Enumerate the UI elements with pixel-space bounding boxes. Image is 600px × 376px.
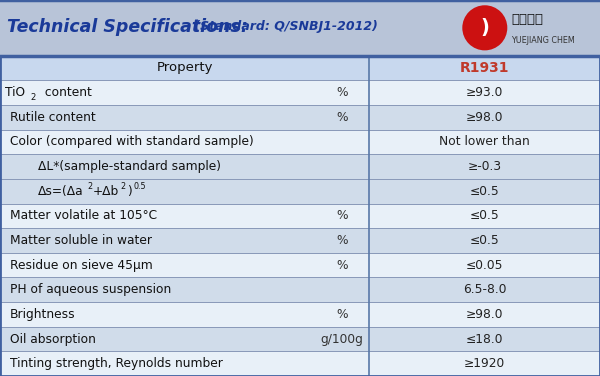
Text: content: content — [41, 86, 92, 99]
Text: %: % — [336, 259, 348, 271]
Text: ≤0.5: ≤0.5 — [470, 185, 499, 198]
Text: Rutile content: Rutile content — [10, 111, 95, 124]
Text: %: % — [336, 86, 348, 99]
Text: %: % — [336, 209, 348, 222]
Text: g/100g: g/100g — [320, 332, 364, 346]
Text: %: % — [336, 308, 348, 321]
Text: 2: 2 — [87, 182, 92, 191]
Text: ≤0.05: ≤0.05 — [466, 259, 503, 271]
Bar — [0, 80, 600, 105]
Text: 6.5-8.0: 6.5-8.0 — [463, 283, 506, 296]
Bar — [0, 105, 600, 130]
Text: 跃江化工: 跃江化工 — [511, 13, 543, 26]
Text: ≥1920: ≥1920 — [464, 357, 505, 370]
Text: Tinting strength, Reynolds number: Tinting strength, Reynolds number — [10, 357, 223, 370]
Text: 2: 2 — [31, 93, 36, 102]
Text: TiO: TiO — [5, 86, 25, 99]
Text: ≥98.0: ≥98.0 — [466, 111, 503, 124]
Text: ΔL*(sample-standard sample): ΔL*(sample-standard sample) — [38, 160, 221, 173]
Text: Technical Specifications:: Technical Specifications: — [7, 18, 248, 36]
Text: Matter volatile at 105°C: Matter volatile at 105°C — [10, 209, 157, 222]
Text: ): ) — [127, 185, 131, 198]
Text: Not lower than: Not lower than — [439, 135, 530, 149]
Bar — [0, 179, 600, 203]
Text: %: % — [336, 234, 348, 247]
Bar — [0, 253, 600, 277]
Bar — [0, 203, 600, 228]
Text: ): ) — [481, 18, 489, 37]
Text: +Δb: +Δb — [93, 185, 119, 198]
Text: Brightness: Brightness — [10, 308, 75, 321]
Bar — [0, 154, 600, 179]
Text: Color (compared with standard sample): Color (compared with standard sample) — [10, 135, 253, 149]
Text: Property: Property — [156, 61, 213, 74]
Text: YUEJIANG CHEM: YUEJIANG CHEM — [511, 36, 575, 45]
Text: 0.5: 0.5 — [134, 182, 146, 191]
Text: ≤0.5: ≤0.5 — [470, 209, 499, 222]
Text: Oil absorption: Oil absorption — [10, 332, 95, 346]
Text: ≥98.0: ≥98.0 — [466, 308, 503, 321]
Text: PH of aqueous suspension: PH of aqueous suspension — [10, 283, 171, 296]
Text: 2: 2 — [121, 182, 126, 191]
Text: ≤0.5: ≤0.5 — [470, 234, 499, 247]
Bar — [0, 302, 600, 327]
Bar — [0, 277, 600, 302]
Text: Residue on sieve 45μm: Residue on sieve 45μm — [10, 259, 152, 271]
Bar — [0, 56, 600, 80]
Text: ≤18.0: ≤18.0 — [466, 332, 503, 346]
Bar — [0, 0, 600, 56]
Text: (Standard: Q/SNBJ1-2012): (Standard: Q/SNBJ1-2012) — [190, 20, 378, 33]
Text: Δs=(Δa: Δs=(Δa — [38, 185, 83, 198]
Text: %: % — [336, 111, 348, 124]
Text: ≥93.0: ≥93.0 — [466, 86, 503, 99]
Text: ≥-0.3: ≥-0.3 — [467, 160, 502, 173]
Text: R1931: R1931 — [460, 61, 509, 75]
Ellipse shape — [463, 5, 508, 50]
Bar — [0, 130, 600, 154]
Bar — [0, 327, 600, 351]
Text: Matter soluble in water: Matter soluble in water — [10, 234, 152, 247]
Bar — [0, 351, 600, 376]
Bar — [0, 56, 600, 376]
Bar — [0, 228, 600, 253]
